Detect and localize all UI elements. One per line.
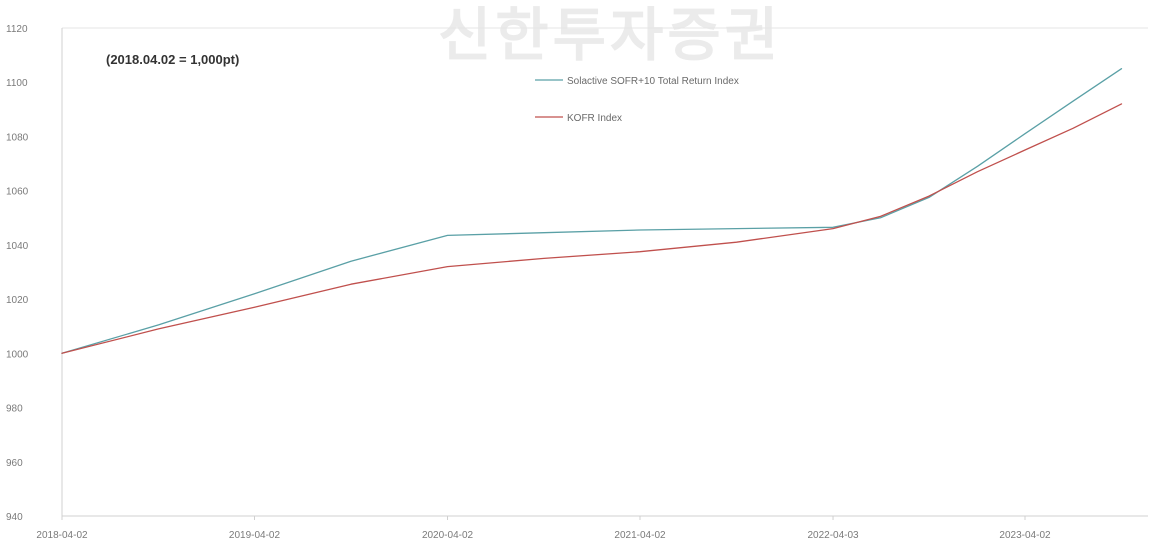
x-tick-label: 2022-04-03 bbox=[807, 530, 859, 541]
x-tick-label: 2018-04-02 bbox=[36, 530, 88, 541]
base-note: (2018.04.02 = 1,000pt) bbox=[106, 52, 239, 67]
legend-label-solactive: Solactive SOFR+10 Total Return Index bbox=[567, 76, 739, 87]
y-tick-label: 940 bbox=[6, 512, 23, 523]
series-line-kofr bbox=[61, 103, 1123, 354]
x-tick-label: 2021-04-02 bbox=[614, 530, 666, 541]
x-tick-label: 2020-04-02 bbox=[422, 530, 474, 541]
y-axis: 940 960 980 1000 1020 1040 1060 1080 1100 1120 bbox=[6, 24, 63, 523]
legend: Solactive SOFR+10 Total Return Index KOF… bbox=[535, 76, 739, 124]
series-layer bbox=[61, 68, 1123, 354]
watermark-text: 신한투자증권 bbox=[438, 3, 782, 68]
y-tick-label: 1120 bbox=[6, 24, 28, 35]
y-tick-label: 960 bbox=[6, 458, 23, 469]
y-tick-label: 1060 bbox=[6, 187, 29, 198]
y-tick-label: 1020 bbox=[6, 295, 29, 306]
y-tick-label: 1000 bbox=[6, 349, 29, 360]
y-tick-label: 980 bbox=[6, 404, 23, 415]
series-line-solactive bbox=[61, 68, 1123, 354]
y-tick-label: 1100 bbox=[6, 78, 28, 89]
legend-label-kofr: KOFR Index bbox=[567, 113, 622, 124]
y-tick-label: 1080 bbox=[6, 132, 29, 143]
x-tick-label: 2019-04-02 bbox=[229, 530, 281, 541]
y-tick-label: 1040 bbox=[6, 241, 29, 252]
x-tick-label: 2023-04-02 bbox=[999, 530, 1051, 541]
x-axis: 2018-04-02 2019-04-02 2020-04-02 2021-04-02… bbox=[36, 515, 1148, 541]
